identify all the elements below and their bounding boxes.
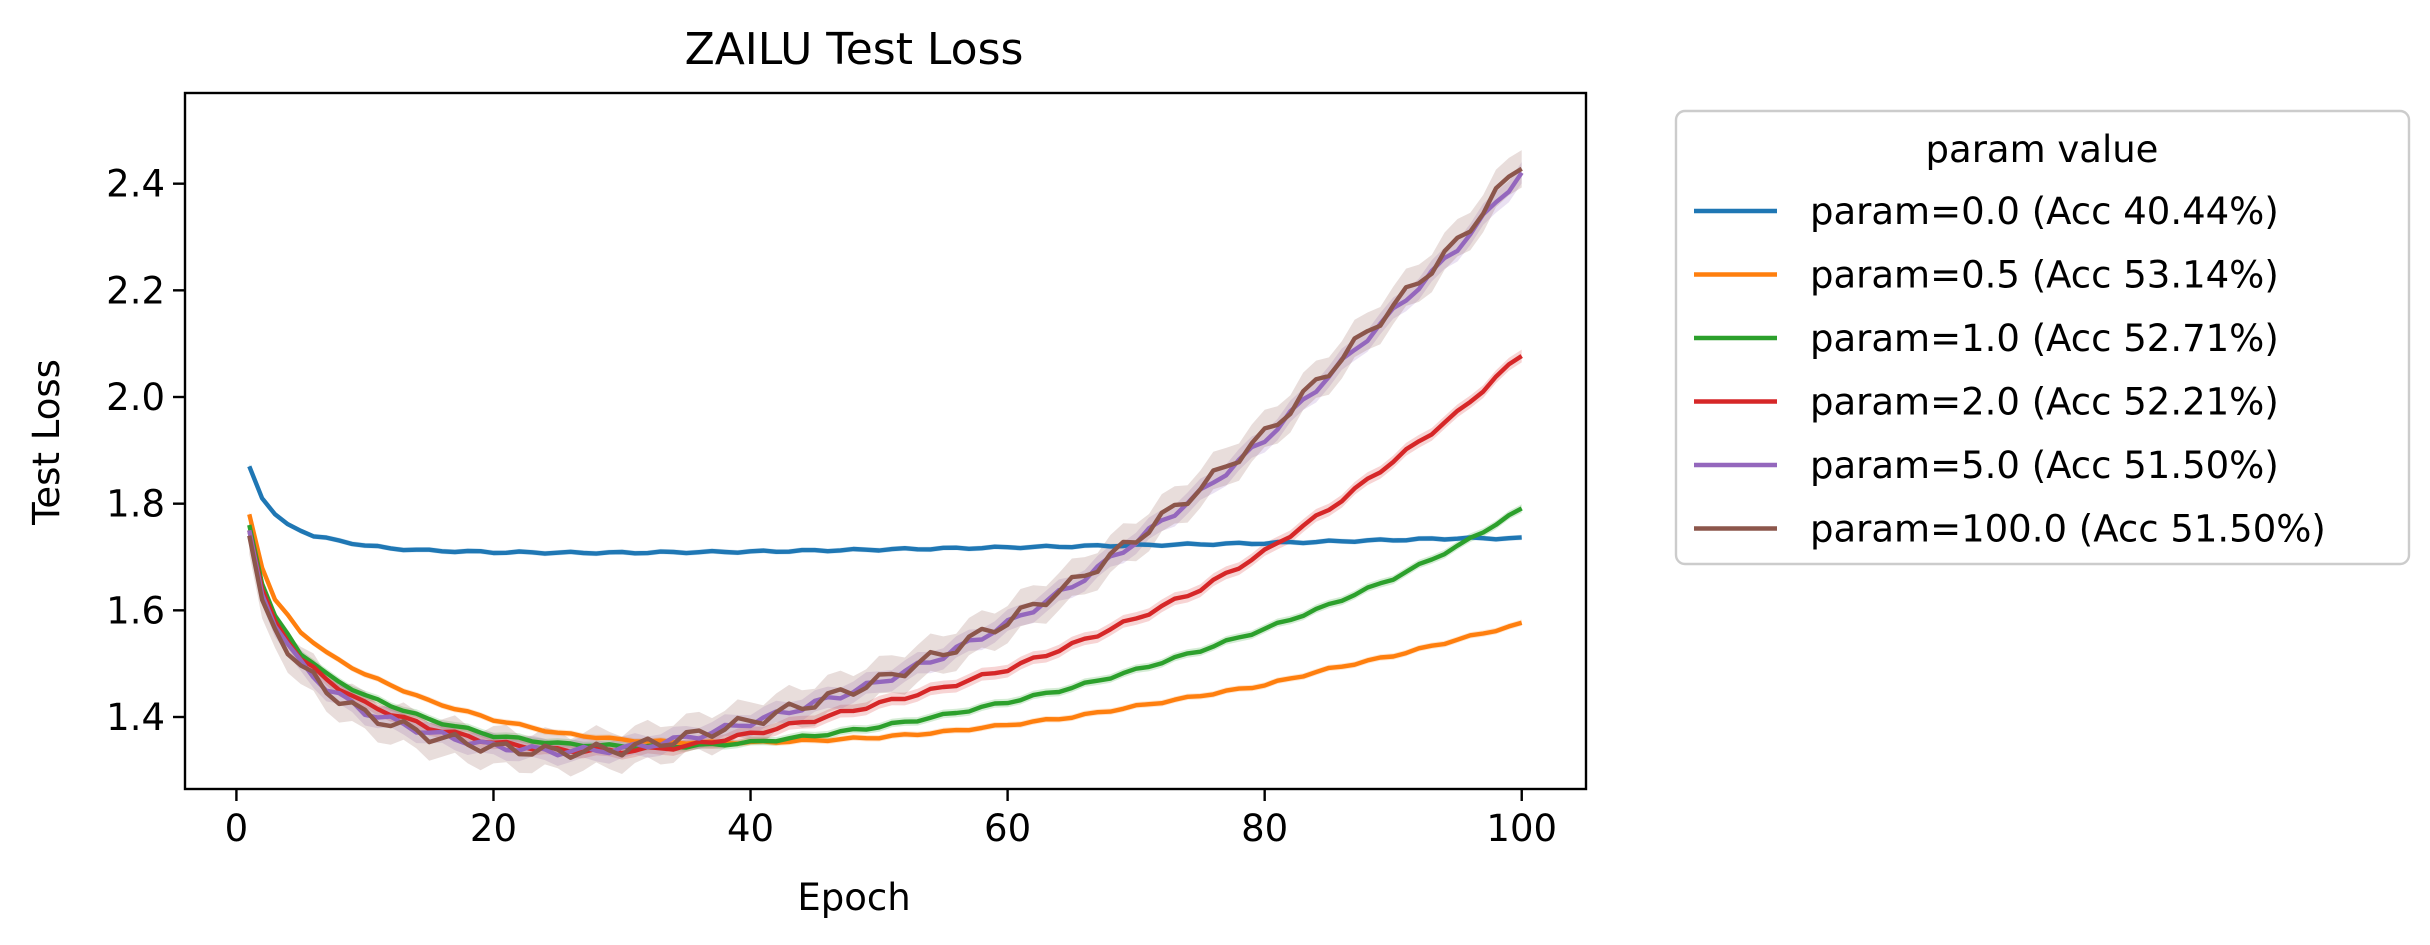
x-axis-ticks: 0 20 40 60 80 100 <box>225 789 1557 850</box>
y-axis-ticks: 1.4 1.6 1.8 2.0 2.2 2.4 <box>106 163 185 739</box>
legend-label: param=0.0 (Acc 40.44%) <box>1810 190 2279 233</box>
legend-label: param=5.0 (Acc 51.50%) <box>1810 444 2279 487</box>
y-axis-label: Test Loss <box>25 359 68 526</box>
line-param-1-0-acc-52-71 <box>247 506 1523 750</box>
line-param-100-0-acc-51-50 <box>247 166 1523 760</box>
x-tick-label: 40 <box>727 807 774 850</box>
y-tick-label: 2.4 <box>106 163 165 206</box>
y-tick-label: 1.6 <box>106 589 165 632</box>
plot-frame <box>183 91 1588 791</box>
y-tick-label: 1.4 <box>106 696 165 739</box>
x-tick-label: 100 <box>1486 807 1557 850</box>
x-tick-label: 80 <box>1241 807 1288 850</box>
chart-title: ZAILU Test Loss <box>685 24 1024 75</box>
legend-items: param=0.0 (Acc 40.44%) param=0.5 (Acc 53.… <box>1694 190 2326 551</box>
x-axis-label: Epoch <box>797 876 910 919</box>
legend-label: param=1.0 (Acc 52.71%) <box>1810 317 2279 360</box>
legend-label: param=2.0 (Acc 52.21%) <box>1810 381 2279 424</box>
x-tick-label: 0 <box>225 807 249 850</box>
line-param-0-0-acc-40-44 <box>247 465 1522 556</box>
y-tick-label: 2.0 <box>106 376 165 419</box>
legend-label: param=0.5 (Acc 53.14%) <box>1810 254 2279 297</box>
band-param-100-0-acc-51-50 <box>249 150 1522 777</box>
x-tick-label: 20 <box>470 807 517 850</box>
y-tick-label: 1.8 <box>106 483 165 526</box>
legend-title: param value <box>1926 128 2159 171</box>
x-tick-label: 60 <box>984 807 1031 850</box>
line-param-2-0-acc-52-21 <box>247 354 1523 756</box>
legend: param value param=0.0 (Acc 40.44%)param=… <box>1674 109 2411 566</box>
band-param-2-0-acc-52-21 <box>249 349 1522 760</box>
series-lines <box>247 166 1524 760</box>
legend-label: param=100.0 (Acc 51.50%) <box>1810 508 2326 551</box>
legend-box <box>1674 109 2411 566</box>
y-tick-label: 2.2 <box>106 269 165 312</box>
line-param-0-5-acc-53-14 <box>247 513 1523 746</box>
